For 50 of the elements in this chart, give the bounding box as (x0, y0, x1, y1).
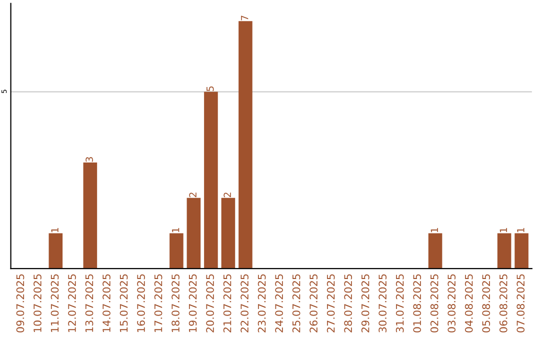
x-tick-label: 14.07.2025 (102, 274, 110, 332)
x-tick-label: 10.07.2025 (34, 274, 42, 332)
x-tick-label: 09.07.2025 (16, 274, 24, 332)
data-label: 1 (500, 228, 507, 232)
data-label: 2 (189, 192, 196, 198)
x-tick-label: 11.07.2025 (50, 274, 59, 332)
data-label: 7 (241, 16, 248, 20)
x-tick-label: 22.07.2025 (240, 274, 248, 332)
data-label: 5 (206, 86, 214, 92)
bar (221, 198, 236, 269)
bar (514, 233, 528, 269)
data-label: 1 (430, 228, 438, 232)
x-tick-label: 21.07.2025 (223, 274, 232, 332)
data-label: 1 (172, 228, 180, 232)
x-tick-label: 15.07.2025 (120, 274, 128, 332)
bar (186, 198, 201, 269)
x-tick-label: 03.08.2025 (448, 274, 456, 332)
bar (48, 233, 63, 269)
x-tick-label: 30.07.2025 (378, 274, 387, 332)
x-tick-label: 12.07.2025 (68, 274, 76, 332)
data-label: 2 (224, 192, 231, 198)
bar (170, 233, 184, 269)
bar (428, 233, 442, 269)
data-label: 1 (51, 228, 58, 232)
x-tick-label: 24.07.2025 (275, 274, 283, 332)
x-tick-label: 07.08.2025 (516, 274, 525, 332)
bar (238, 21, 252, 269)
x-tick-label: 31.07.2025 (396, 274, 404, 332)
bar (204, 92, 218, 269)
x-tick-label: 13.07.2025 (85, 274, 94, 332)
x-tick-label: 28.07.2025 (344, 274, 352, 332)
bar (83, 162, 98, 269)
x-tick-label: 25.07.2025 (292, 274, 300, 332)
x-tick-label: 02.08.2025 (430, 274, 438, 332)
x-tick-label: 01.08.2025 (413, 274, 422, 332)
x-tick-label: 27.07.2025 (326, 274, 335, 332)
x-tick-label: 19.07.2025 (188, 274, 197, 332)
data-label: 3 (86, 157, 93, 162)
x-tick-label: 06.08.2025 (499, 274, 508, 332)
x-tick-label: 29.07.2025 (361, 274, 370, 332)
x-tick-label: 04.08.2025 (464, 274, 473, 332)
x-tick-label: 20.07.2025 (206, 274, 214, 332)
data-label: 1 (517, 228, 524, 232)
x-tick-label: 26.07.2025 (310, 274, 318, 332)
x-tick-label: 16.07.2025 (137, 274, 145, 332)
x-tick-label: 18.07.2025 (172, 274, 180, 332)
x-tick-label: 23.07.2025 (258, 274, 266, 332)
x-tick-label: 17.07.2025 (154, 274, 162, 332)
x-tick-label: 05.08.2025 (482, 274, 490, 332)
bar (497, 233, 512, 269)
